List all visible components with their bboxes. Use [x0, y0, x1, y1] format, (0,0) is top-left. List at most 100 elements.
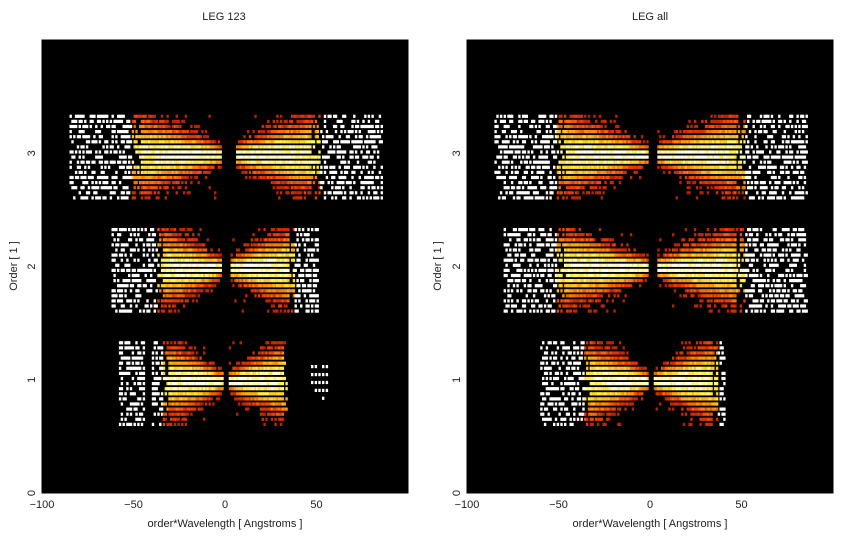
heatmap-cell: [135, 150, 138, 154]
heatmap-cell: [201, 160, 204, 164]
heatmap-cell: [177, 124, 180, 129]
heatmap-cell: [208, 165, 211, 169]
heatmap-cell: [170, 289, 173, 293]
heatmap-cell: [239, 382, 242, 386]
heatmap-cell: [179, 346, 182, 350]
heatmap-cell: [159, 407, 162, 411]
heatmap-cell: [373, 196, 376, 200]
heatmap-cell: [159, 181, 162, 185]
heatmap-cell: [354, 135, 358, 139]
heatmap-cell: [298, 155, 301, 159]
heatmap-cell: [362, 145, 365, 149]
heatmap-cell: [666, 392, 669, 396]
heatmap-cell: [261, 165, 264, 169]
heatmap-cell: [186, 150, 189, 154]
heatmap-cell: [338, 181, 341, 185]
heatmap-cell: [272, 304, 275, 308]
heatmap-cell: [259, 135, 263, 139]
heatmap-cell: [252, 361, 255, 365]
heatmap-cell: [289, 124, 292, 129]
heatmap-cell: [309, 299, 312, 303]
heatmap-cell: [285, 407, 288, 411]
heatmap-cell: [256, 273, 259, 278]
heatmap-cell: [505, 309, 508, 313]
heatmap-cell: [296, 186, 299, 190]
heatmap-cell: [177, 382, 180, 386]
heatmap-cell: [217, 150, 221, 154]
heatmap-cell: [192, 382, 195, 386]
heatmap-cell: [263, 361, 266, 365]
heatmap-cell: [122, 309, 125, 313]
heatmap-cell: [208, 140, 211, 144]
heatmap-cell: [294, 309, 297, 313]
heatmap-cell: [175, 387, 178, 391]
heatmap-cell: [276, 309, 279, 313]
heatmap-cell: [554, 356, 558, 360]
heatmap-cell: [201, 361, 204, 365]
heatmap-cell: [173, 279, 177, 283]
heatmap-cell: [369, 160, 372, 164]
heatmap-cell: [157, 392, 160, 396]
heatmap-cell: [179, 279, 182, 283]
heatmap-cell: [587, 397, 591, 401]
heatmap-cell: [173, 412, 177, 416]
heatmap-cell: [272, 356, 275, 360]
heatmap-cell: [714, 376, 717, 381]
heatmap-cell: [639, 371, 642, 375]
heatmap-cell: [507, 294, 510, 298]
heatmap-cell: [201, 387, 204, 391]
heatmap-cell: [254, 371, 257, 375]
heatmap-cell: [129, 304, 133, 308]
heatmap-cell: [279, 273, 283, 278]
heatmap-cell: [247, 371, 250, 375]
heatmap-cell: [356, 165, 360, 169]
heatmap-cell: [131, 130, 135, 134]
heatmap-cell: [203, 140, 206, 144]
heatmap-cell: [256, 397, 259, 401]
heatmap-cell: [600, 346, 603, 350]
heatmap-cell: [681, 351, 684, 355]
heatmap-cell: [129, 299, 133, 303]
heatmap-cell: [714, 382, 717, 386]
heatmap-cell: [591, 402, 594, 406]
heatmap-cell: [193, 397, 197, 401]
heatmap-cell: [287, 228, 290, 232]
heatmap-cell: [203, 135, 206, 139]
heatmap-cell: [529, 248, 532, 252]
heatmap-cell: [682, 356, 686, 360]
heatmap-cell: [212, 279, 215, 283]
heatmap-cell: [217, 268, 221, 272]
heatmap-cell: [124, 243, 127, 247]
heatmap-cell: [184, 150, 188, 154]
heatmap-cell: [160, 228, 164, 232]
heatmap-cell: [620, 382, 624, 386]
heatmap-cell: [334, 186, 338, 190]
heatmap-cell: [107, 186, 111, 190]
heatmap-cell: [692, 397, 695, 401]
heatmap-cell: [241, 376, 244, 381]
heatmap-cell: [505, 268, 508, 272]
heatmap-cell: [168, 160, 171, 164]
heatmap-cell: [190, 289, 193, 293]
heatmap-cell: [184, 181, 188, 185]
heatmap-cell: [69, 175, 72, 180]
heatmap-cell: [626, 376, 629, 381]
heatmap-cell: [89, 150, 92, 154]
heatmap-cell: [228, 346, 232, 350]
heatmap-cell: [120, 268, 124, 272]
heatmap-cell: [256, 356, 259, 360]
heatmap-cell: [210, 387, 213, 391]
heatmap-cell: [124, 417, 127, 421]
heatmap-cell: [261, 366, 264, 370]
heatmap-cell: [164, 289, 167, 293]
heatmap-cell: [657, 376, 660, 381]
heatmap-cell: [177, 175, 180, 180]
heatmap-cell: [633, 371, 636, 375]
heatmap-cell: [274, 387, 277, 391]
heatmap-cell: [164, 392, 167, 396]
heatmap-cell: [128, 299, 131, 303]
heatmap-cell: [190, 376, 193, 381]
heatmap-cell: [509, 238, 512, 242]
heatmap-cell: [261, 279, 264, 283]
heatmap-cell: [314, 119, 318, 123]
